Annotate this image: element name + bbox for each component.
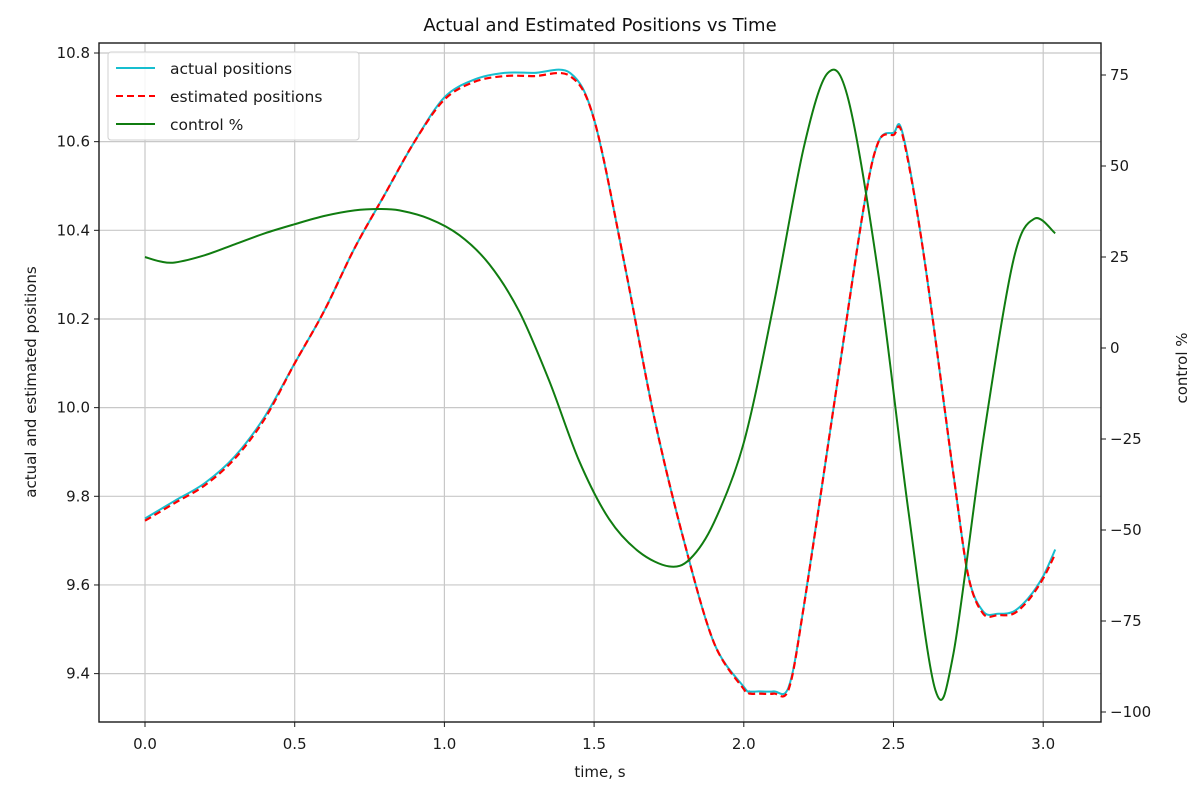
- y-tick-label-right: 50: [1110, 157, 1129, 175]
- y-tick-label-left: 9.4: [66, 665, 90, 683]
- plot-lines: [144, 68, 1057, 701]
- series-line-control: [144, 68, 1056, 701]
- legend-label-control: control %: [170, 116, 243, 134]
- y-tick-label-left: 9.8: [66, 487, 90, 505]
- y-tick-label-right: −75: [1110, 612, 1142, 630]
- y-tick-label-right: 25: [1110, 248, 1129, 266]
- x-tick-label: 0.0: [133, 735, 157, 753]
- x-tick-label: 3.0: [1031, 735, 1055, 753]
- y-tick-label-right: 0: [1110, 339, 1120, 357]
- y-tick-label-right: 75: [1110, 66, 1129, 84]
- axis-ticks: 0.0 0.5 1.0 1.5 2.0 2.5 3.0 9.4 9.6 9.8 10.0 10.2 10…: [57, 44, 1152, 753]
- x-tick-label: 1.0: [432, 735, 456, 753]
- x-axis-label: time, s: [574, 763, 625, 781]
- y-tick-label-left: 10.2: [57, 310, 90, 328]
- y-axis-label-left: actual and estimated positions: [22, 266, 40, 498]
- chart-title: Actual and Estimated Positions vs Time: [423, 15, 776, 36]
- x-tick-label: 0.5: [283, 735, 307, 753]
- y-tick-label-left: 9.6: [66, 576, 90, 594]
- legend: actual positions estimated positions con…: [107, 51, 360, 141]
- y-tick-label-left: 10.6: [57, 133, 90, 151]
- x-tick-label: 1.5: [582, 735, 606, 753]
- y-tick-label-right: −100: [1110, 703, 1151, 721]
- legend-box: [107, 51, 360, 141]
- x-tick-label: 2.5: [882, 735, 906, 753]
- y-tick-label-left: 10.0: [57, 399, 90, 417]
- legend-label-estimated: estimated positions: [170, 88, 322, 106]
- y-tick-label-left: 10.4: [57, 221, 90, 239]
- x-tick-label: 2.0: [732, 735, 756, 753]
- y-tick-label-right: −50: [1110, 521, 1142, 539]
- y-tick-label-left: 10.8: [57, 44, 90, 62]
- plot-frame: [98, 42, 1102, 723]
- series-line-actual-positions: [144, 68, 1057, 696]
- series-line-estimated-positions: [144, 71, 1057, 698]
- legend-label-actual: actual positions: [170, 60, 292, 78]
- y-axis-label-right: control %: [1173, 332, 1191, 403]
- y-tick-label-right: −25: [1110, 430, 1142, 448]
